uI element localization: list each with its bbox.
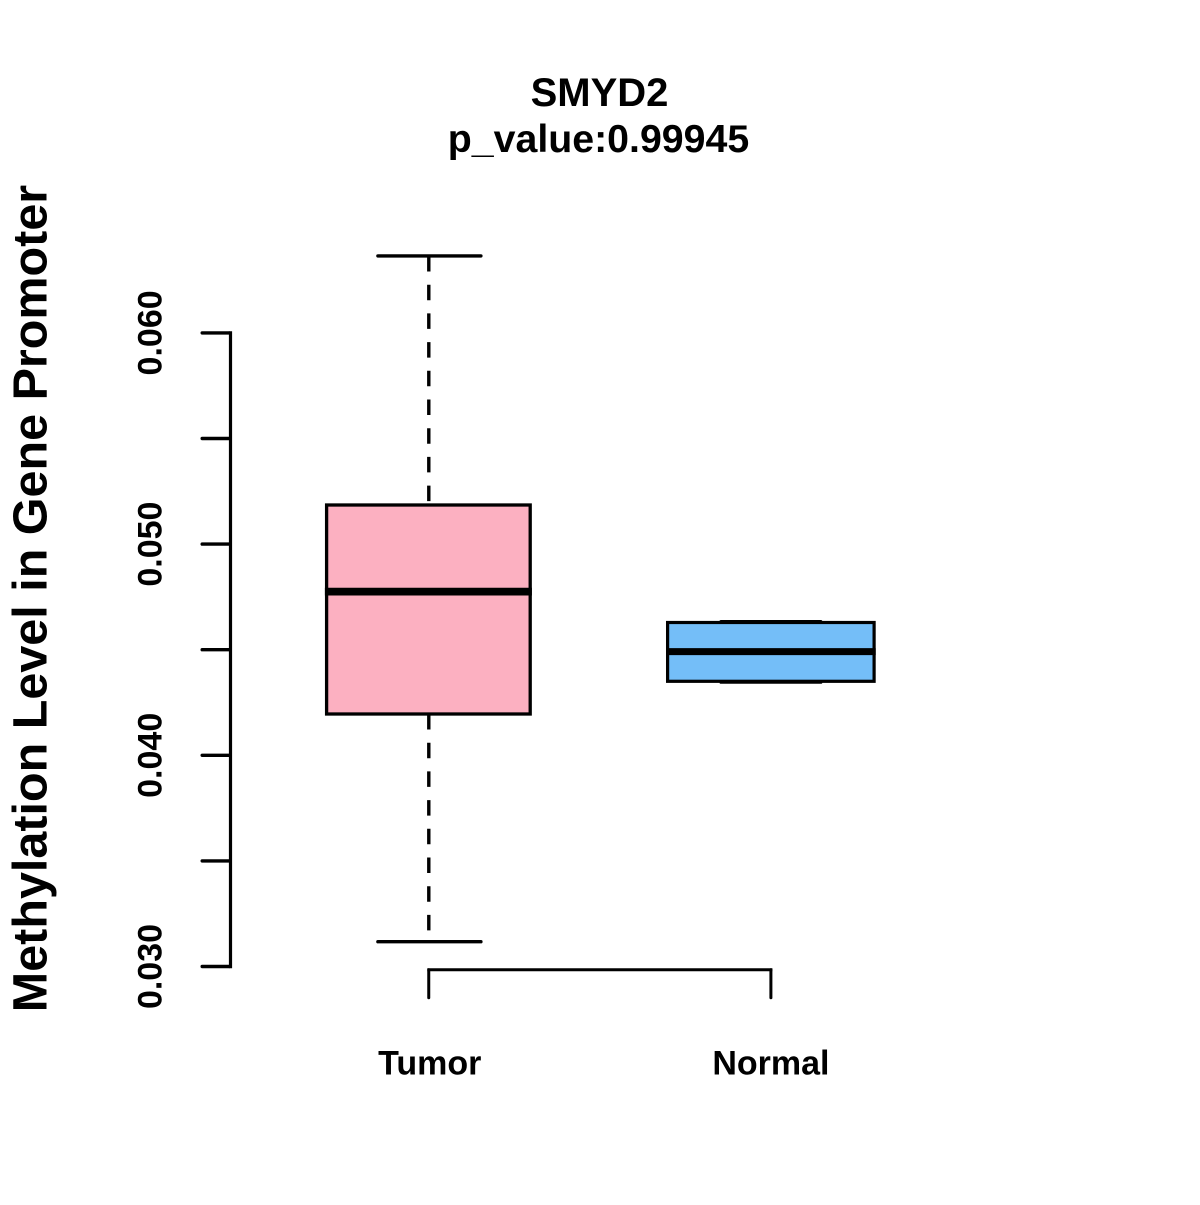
svg-text:0.040: 0.040 [131, 713, 169, 798]
svg-text:p_value:0.99945: p_value:0.99945 [448, 117, 749, 161]
svg-text:SMYD2: SMYD2 [531, 71, 669, 115]
svg-text:0.030: 0.030 [131, 924, 169, 1009]
svg-text:Tumor: Tumor [378, 1045, 481, 1083]
svg-text:0.050: 0.050 [131, 502, 169, 587]
svg-text:0.060: 0.060 [131, 290, 169, 375]
svg-text:Methylation Level in Gene Prom: Methylation Level in Gene Promoter [4, 185, 58, 1012]
svg-text:Normal: Normal [712, 1045, 829, 1083]
